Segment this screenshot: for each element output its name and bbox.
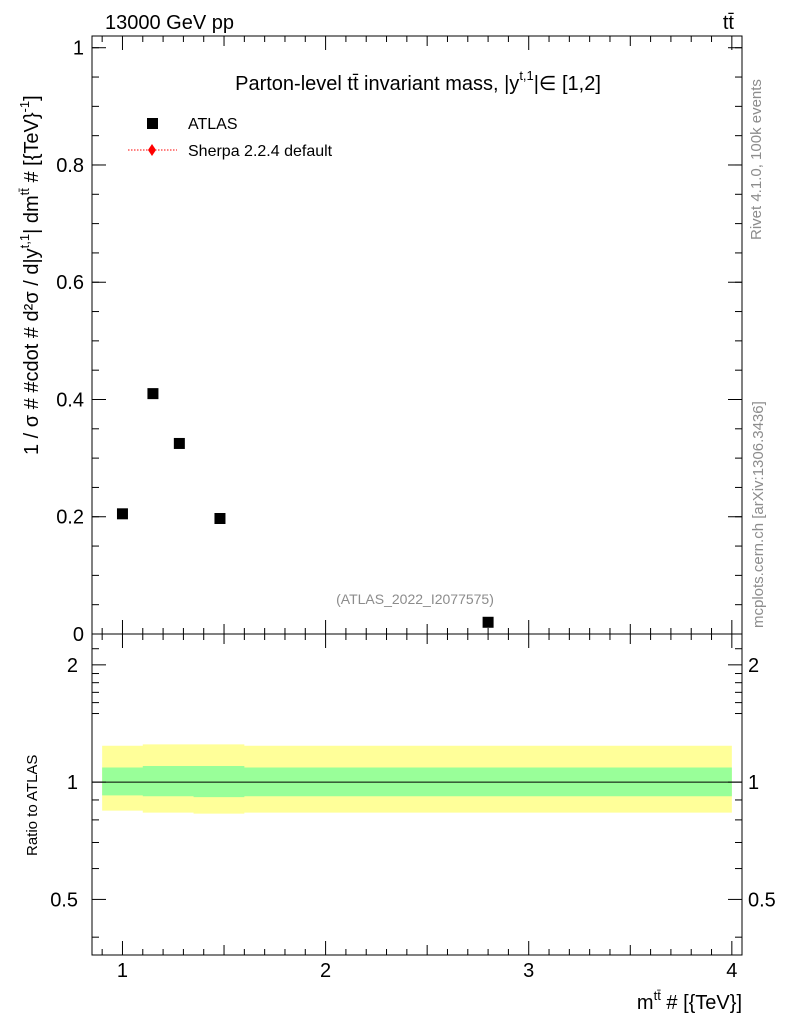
ratio-plot-panel: 0.5 0.5 1 1 2 2 1 2 3 4 Ratio to ATLAS mtt̄ # [{… — [24, 633, 776, 1014]
main-y-tick-label: 0.2 — [56, 507, 84, 529]
x-tick-label: 4 — [726, 960, 737, 982]
header-left: 13000 GeV pp — [105, 12, 234, 34]
main-y-tick-label: 1 — [73, 38, 84, 60]
x-axis-label: mtt̄ # [{TeV}] — [637, 988, 742, 1014]
main-y-tick-label: 0.4 — [56, 389, 84, 411]
ratio-plot-frame — [91, 633, 743, 956]
ratio-y-tick-label-right: 1 — [748, 772, 759, 794]
ratio-y-axis-label: Ratio to ATLAS — [24, 755, 41, 856]
atlas-data-points — [116, 388, 494, 628]
legend-sherpa-label: Sherpa 2.2.4 default — [188, 143, 333, 160]
legend-sherpa-marker — [148, 144, 156, 156]
main-y-tick-label: 0.6 — [56, 272, 84, 294]
main-plot-panel: 0 0.2 0.4 0.6 0.8 1 Parton-level tt̄ invarian… — [17, 35, 743, 646]
ratio-plot-y-tick-labels: 0.5 0.5 1 1 2 2 — [50, 655, 776, 912]
atlas-data-point — [116, 508, 128, 520]
ratio-plot-x-tick-labels: 1 2 3 4 — [117, 960, 738, 982]
main-y-tick-label: 0 — [73, 624, 84, 646]
ratio-inner-band — [102, 766, 732, 798]
atlas-data-point — [482, 616, 494, 628]
rivet-label: Rivet 4.1.0, 100k events — [748, 79, 765, 240]
x-tick-label: 1 — [117, 960, 128, 982]
header-right: tt̄ — [723, 12, 735, 34]
atlas-data-point — [214, 513, 226, 525]
plot-title: Parton-level tt̄ invariant mass, |yt,1|∈… — [235, 68, 601, 95]
main-plot-y-tick-labels: 0 0.2 0.4 0.6 0.8 1 — [56, 38, 84, 646]
legend: ATLAS Sherpa 2.2.4 default — [128, 116, 333, 160]
legend-atlas-label: ATLAS — [188, 116, 238, 133]
x-tick-label: 2 — [320, 960, 331, 982]
x-tick-label: 3 — [523, 960, 534, 982]
atlas-data-point — [147, 388, 159, 400]
main-y-tick-label: 0.8 — [56, 155, 84, 177]
atlas-data-point — [173, 437, 185, 449]
ratio-plot-ticks — [92, 634, 742, 955]
ratio-y-tick-label-right: 2 — [748, 655, 759, 677]
legend-atlas-marker — [147, 118, 158, 129]
ratio-y-tick-label-right: 0.5 — [748, 889, 776, 911]
ratio-y-tick-label: 2 — [67, 655, 78, 677]
analysis-watermark: (ATLAS_2022_I2077575) — [336, 591, 494, 607]
ratio-uncertainty-bands — [102, 744, 732, 814]
ratio-y-tick-label: 1 — [67, 772, 78, 794]
main-plot-y-axis-label: 1 / σ # #cdot # d²σ / d|yt,1| dmtt̄ # [{… — [17, 95, 43, 455]
ratio-y-tick-label: 0.5 — [50, 889, 78, 911]
mcplots-label: mcplots.cern.ch [arXiv:1306.3436] — [750, 401, 767, 628]
